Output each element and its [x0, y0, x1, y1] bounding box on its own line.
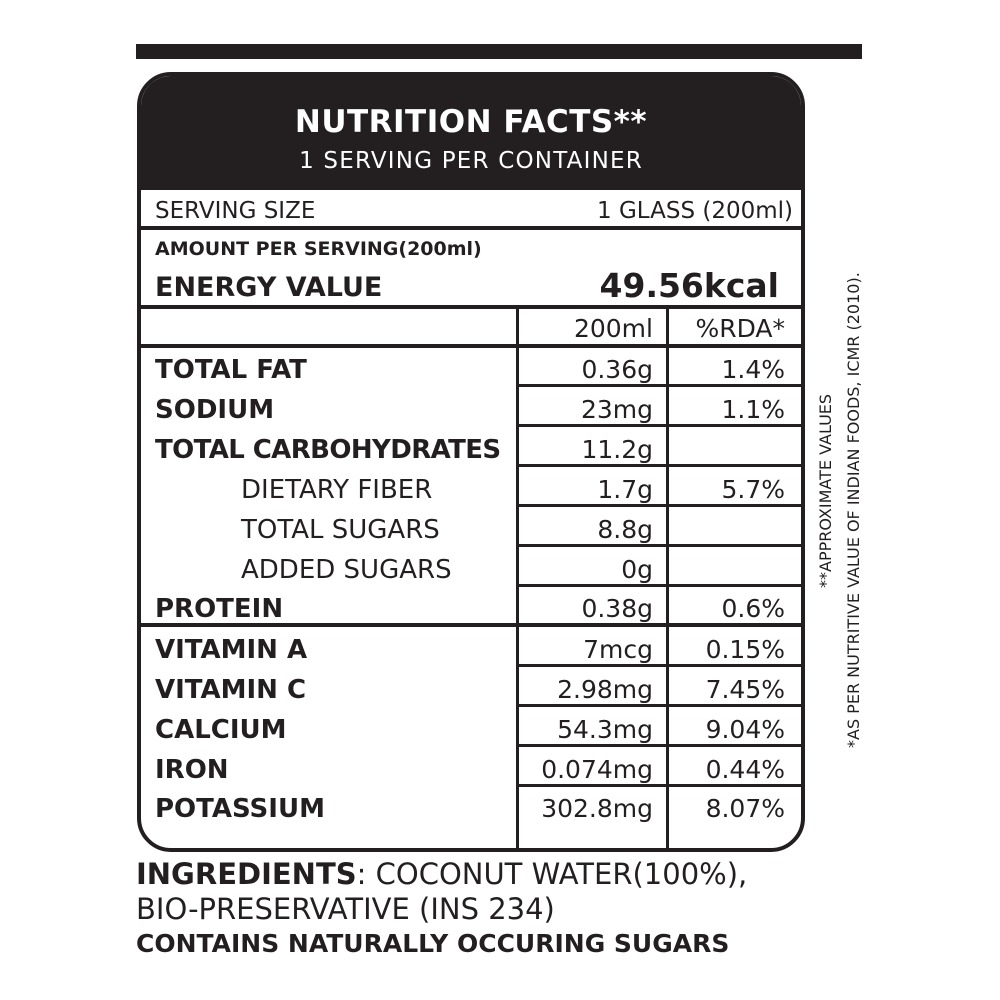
nutrient-name: CALCIUM: [155, 715, 287, 745]
nutrition-title: NUTRITION FACTS**: [294, 104, 648, 140]
nutrient-rda: 1.1%: [721, 395, 785, 424]
nutrient-name: DIETARY FIBER: [241, 475, 433, 505]
nutrient-name: VITAMIN C: [155, 675, 307, 705]
column-header-amount: 200ml: [573, 314, 653, 343]
nutrient-amount: 0.074mg: [541, 755, 653, 784]
icmr-source-note: *AS PER NUTRITIVE VALUE OF INDIAN FOODS,…: [844, 272, 863, 748]
serving-size-label: SERVING SIZE: [155, 198, 316, 224]
energy-value: 49.56kcal: [599, 266, 779, 305]
nutrient-amount: 7mcg: [583, 635, 653, 664]
nutrient-amount: 0g: [621, 555, 653, 584]
row-divider: [516, 784, 801, 787]
row-divider: [516, 584, 801, 587]
servings-per-container: 1 SERVING PER CONTAINER: [299, 148, 643, 174]
approximate-values-note: **APPROXIMATE VALUES: [816, 393, 835, 588]
nutrient-name: IRON: [155, 755, 229, 785]
nutrient-amount: 1.7g: [597, 475, 653, 504]
nutrient-amount: 0.38g: [581, 594, 653, 623]
nutrient-rda: 7.45%: [705, 675, 785, 704]
nutrient-name: TOTAL CARBOHYDRATES: [155, 435, 501, 465]
divider: [141, 305, 801, 309]
nutrient-rda: 5.7%: [721, 475, 785, 504]
energy-label: ENERGY VALUE: [155, 272, 383, 303]
serving-size-value: 1 GLASS (200ml): [597, 198, 793, 224]
divider: [141, 344, 801, 348]
nutrient-amount: 54.3mg: [557, 715, 653, 744]
nutrient-rda: 9.04%: [705, 715, 785, 744]
nutrient-name: VITAMIN A: [155, 635, 308, 665]
nutrient-amount: 11.2g: [581, 435, 653, 464]
row-divider: [516, 704, 801, 707]
nutrient-rda: 0.44%: [705, 755, 785, 784]
nutrient-amount: 0.36g: [581, 355, 653, 384]
nutrient-name: TOTAL SUGARS: [241, 515, 440, 545]
row-divider: [516, 544, 801, 547]
ingredients-preservative: BIO-PRESERVATIVE (INS 234): [136, 892, 555, 926]
nutrient-rda: 0.6%: [721, 594, 785, 623]
amount-per-serving-label: AMOUNT PER SERVING(200ml): [155, 238, 482, 260]
nutrient-amount: 23mg: [580, 395, 653, 424]
nutrient-amount: 302.8mg: [541, 794, 653, 823]
divider: [141, 623, 801, 627]
column-header-rda: %RDA*: [695, 314, 785, 343]
column-divider: [666, 307, 669, 848]
divider: [141, 226, 801, 230]
nutrient-amount: 2.98mg: [557, 675, 653, 704]
nutrition-header: NUTRITION FACTS** 1 SERVING PER CONTAINE…: [141, 76, 801, 190]
nutrient-name: TOTAL FAT: [155, 355, 307, 385]
top-bar: [136, 44, 862, 59]
nutrient-name: PROTEIN: [155, 594, 284, 624]
nutrient-name: POTASSIUM: [155, 794, 325, 824]
nutrition-facts-panel: NUTRITION FACTS** 1 SERVING PER CONTAINE…: [137, 72, 805, 852]
ingredients-line: INGREDIENTS: COCONUT WATER(100%),: [136, 860, 747, 889]
nutrient-name: SODIUM: [155, 395, 275, 425]
nutrient-rda: 1.4%: [721, 355, 785, 384]
column-divider: [516, 307, 519, 848]
nutrient-name: ADDED SUGARS: [241, 555, 452, 585]
contains-sugars-note: CONTAINS NATURALLY OCCURING SUGARS: [136, 929, 730, 958]
row-divider: [516, 664, 801, 667]
row-divider: [516, 424, 801, 427]
row-divider: [516, 504, 801, 507]
nutrient-amount: 8.8g: [597, 515, 653, 544]
ingredients-label: INGREDIENTS: [136, 857, 357, 891]
nutrient-rda: 8.07%: [705, 794, 785, 823]
row-divider: [516, 464, 801, 467]
ingredients-text: : COCONUT WATER(100%),: [356, 857, 748, 891]
row-divider: [516, 744, 801, 747]
row-divider: [516, 384, 801, 387]
nutrient-rda: 0.15%: [705, 635, 785, 664]
